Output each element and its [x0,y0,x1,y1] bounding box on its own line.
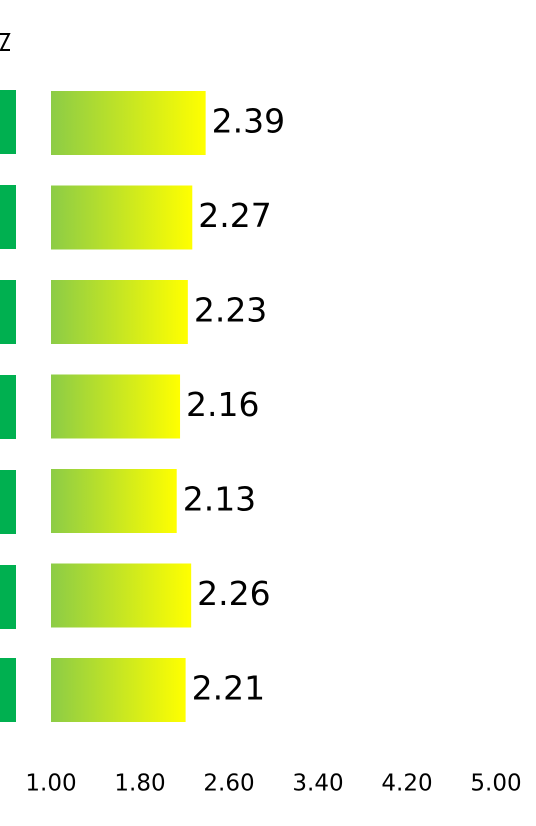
x-tick-label: 4.20 [381,771,432,797]
bar [51,185,193,250]
value-label: 2.39 [212,102,285,141]
bar [51,374,181,439]
value-label: 2.27 [198,196,271,235]
x-tick-label: 3.40 [292,771,343,797]
cropped-left-panel [0,90,16,722]
value-label: 2.13 [183,480,256,519]
bar [51,658,186,722]
bar [51,91,206,155]
x-tick-label: 1.80 [114,771,165,797]
x-tick-label: 2.60 [203,771,254,797]
value-label: 2.23 [194,291,267,330]
value-label: 2.16 [186,385,259,424]
bar [51,563,192,628]
bar [51,469,177,533]
cropped-glyph [0,33,11,51]
x-tick-label: 1.00 [25,771,76,797]
bar [51,280,188,344]
value-label: 2.21 [192,669,265,708]
x-tick-label: 5.00 [470,771,521,797]
value-label: 2.26 [197,574,270,613]
